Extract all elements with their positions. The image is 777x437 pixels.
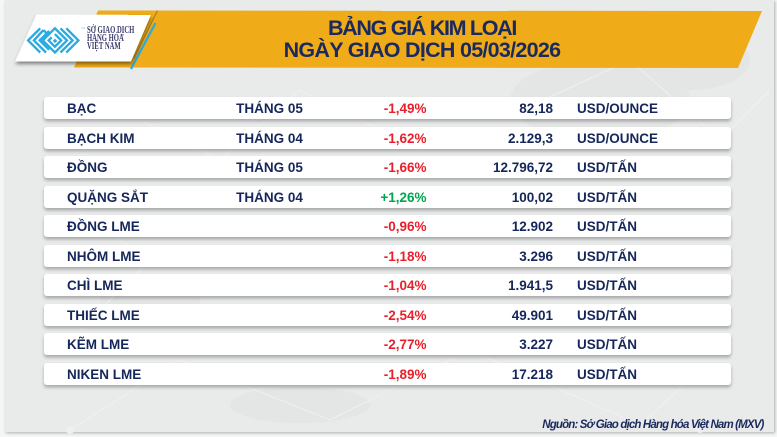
svg-text:™: ™ bbox=[81, 27, 86, 33]
